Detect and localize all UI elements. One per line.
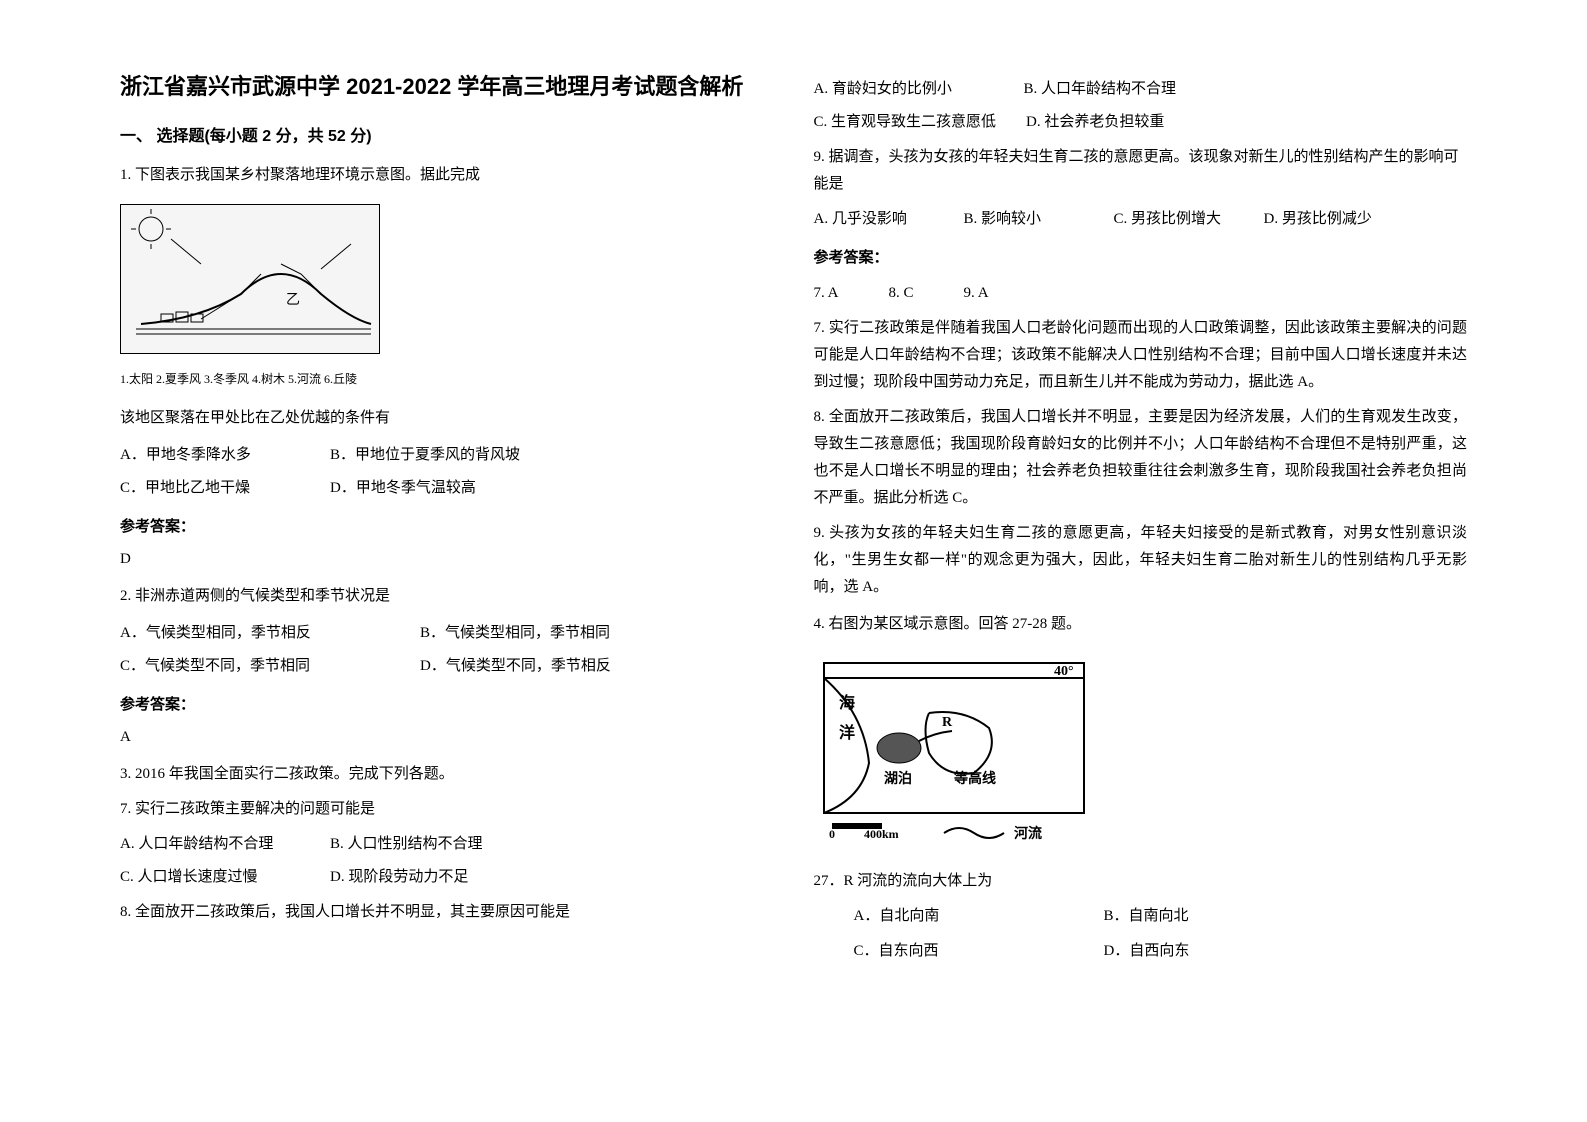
- question-1: 1. 下图表示我国某乡村聚落地理环境示意图。据此完成 乙: [120, 162, 774, 574]
- q2-options: A．气候类型相同，季节相反 B．气候类型相同，季节相同 C．气候类型不同，季节相…: [120, 620, 774, 680]
- map-contour-label: 等高线: [954, 770, 996, 787]
- question-3: 3. 2016 年我国全面实行二孩政策。完成下列各题。 7. 实行二孩政策主要解…: [120, 761, 774, 926]
- q1-answer: D: [120, 546, 774, 573]
- q4-sub27: 27．R 河流的流向大体上为: [814, 868, 1468, 895]
- q3-sub7: 7. 实行二孩政策主要解决的问题可能是: [120, 796, 774, 823]
- q4-27-opt-b: B．自南向北: [1104, 903, 1354, 930]
- q2-opt-a: A．气候类型相同，季节相反: [120, 620, 420, 647]
- q3-9-opt-d: D. 男孩比例减少: [1264, 206, 1414, 233]
- q1-options: A．甲地冬季降水多 B．甲地位于夏季风的背风坡 C．甲地比乙地干燥 D．甲地冬季…: [120, 442, 774, 502]
- q1-image: 乙: [120, 204, 380, 354]
- q3-ans9: 9. A: [964, 280, 989, 307]
- q3-9-opt-c: C. 男孩比例增大: [1114, 206, 1264, 233]
- village-diagram: 乙: [121, 204, 379, 354]
- q3-7-opt-d: D. 现阶段劳动力不足: [330, 864, 510, 891]
- q3-7-opt-c: C. 人口增长速度过慢: [120, 864, 300, 891]
- map-r-label: R: [942, 715, 953, 730]
- q4-text: 4. 右图为某区域示意图。回答 27-28 题。: [814, 611, 1468, 638]
- q3-9-opt-a: A. 几乎没影响: [814, 206, 964, 233]
- map-ocean-label2: 洋: [839, 723, 855, 742]
- q1-subtext: 该地区聚落在甲处比在乙处优越的条件有: [120, 405, 774, 432]
- q4-27-opt-d: D．自西向东: [1104, 938, 1354, 965]
- q1-opt-a: A．甲地冬季降水多: [120, 442, 300, 469]
- q3-exp7: 7. 实行二孩政策是伴随着我国人口老龄化问题而出现的人口政策调整，因此该政策主要…: [814, 315, 1468, 396]
- q1-answer-label: 参考答案：: [120, 514, 774, 541]
- map-scale-zero: 0: [829, 827, 835, 841]
- q3-ans7: 7. A: [814, 280, 839, 307]
- question-2: 2. 非洲赤道两侧的气候类型和季节状况是 A．气候类型相同，季节相反 B．气候类…: [120, 583, 774, 751]
- q3-8-opt-b: B. 人口年龄结构不合理: [1024, 76, 1204, 103]
- document-title: 浙江省嘉兴市武源中学 2021-2022 学年高三地理月考试题含解析: [120, 70, 774, 103]
- q1-opt-c: C．甲地比乙地干燥: [120, 475, 300, 502]
- q3-sub9: 9. 据调查，头孩为女孩的年轻夫妇生育二孩的意愿更高。该现象对新生儿的性别结构产…: [814, 144, 1468, 198]
- q3-exp9: 9. 头孩为女孩的年轻夫妇生育二孩的意愿更高，年轻夫妇接受的是新式教育，对男女性…: [814, 520, 1468, 601]
- q1-image-caption: 1.太阳 2.夏季风 3.冬季风 4.树木 5.河流 6.丘陵: [120, 369, 774, 391]
- q2-opt-b: B．气候类型相同，季节相同: [420, 620, 720, 647]
- map-river-label: 河流: [1014, 825, 1042, 842]
- section-1-header: 一、 选择题(每小题 2 分，共 52 分): [120, 123, 774, 152]
- q3-7-opt-b: B. 人口性别结构不合理: [330, 831, 510, 858]
- q3-8-opt-a: A. 育龄妇女的比例小: [814, 76, 994, 103]
- q4-27-opt-c: C．自东向西: [854, 938, 1104, 965]
- q2-opt-c: C．气候类型不同，季节相同: [120, 653, 420, 680]
- q2-answer: A: [120, 724, 774, 751]
- map-lake-label: 湖泊: [884, 770, 912, 787]
- q3-answer-label: 参考答案：: [814, 245, 1468, 272]
- q3-7-opt-a: A. 人口年龄结构不合理: [120, 831, 300, 858]
- map-lat-label: 40°: [1054, 664, 1074, 679]
- q2-opt-d: D．气候类型不同，季节相反: [420, 653, 720, 680]
- q1-opt-d: D．甲地冬季气温较高: [330, 475, 510, 502]
- q3-answers: 7. A 8. C 9. A: [814, 280, 1468, 307]
- q3-ans8: 8. C: [889, 280, 914, 307]
- q3-text: 3. 2016 年我国全面实行二孩政策。完成下列各题。: [120, 761, 774, 788]
- q3-sub8: 8. 全面放开二孩政策后，我国人口增长并不明显，其主要原因可能是: [120, 899, 774, 926]
- q1-text: 1. 下图表示我国某乡村聚落地理环境示意图。据此完成: [120, 162, 774, 189]
- q3-8-opt-d: D. 社会养老负担较重: [1026, 109, 1206, 136]
- left-column: 浙江省嘉兴市武源中学 2021-2022 学年高三地理月考试题含解析 一、 选择…: [100, 70, 794, 1052]
- question-4: 4. 右图为某区域示意图。回答 27-28 题。 40° 海 洋 湖泊 等高线 …: [814, 611, 1468, 965]
- q1-opt-b: B．甲地位于夏季风的背风坡: [330, 442, 520, 469]
- q3-9-opt-b: B. 影响较小: [964, 206, 1114, 233]
- svg-text:乙: 乙: [286, 292, 300, 308]
- map-scale: 400km: [864, 827, 899, 841]
- q4-27-opt-a: A．自北向南: [854, 903, 1104, 930]
- map-lake: [877, 733, 921, 763]
- q3-exp8: 8. 全面放开二孩政策后，我国人口增长并不明显，主要是因为经济发展，人们的生育观…: [814, 404, 1468, 512]
- q3-8-opt-c: C. 生育观导致生二孩意愿低: [814, 109, 997, 136]
- q4-map: 40° 海 洋 湖泊 等高线 R 0 400km 河流: [814, 653, 1094, 853]
- right-column: A. 育龄妇女的比例小 B. 人口年龄结构不合理 C. 生育观导致生二孩意愿低 …: [794, 70, 1488, 1052]
- q2-answer-label: 参考答案：: [120, 692, 774, 719]
- region-map-svg: 40° 海 洋 湖泊 等高线 R 0 400km 河流: [814, 653, 1094, 853]
- q2-text: 2. 非洲赤道两侧的气候类型和季节状况是: [120, 583, 774, 610]
